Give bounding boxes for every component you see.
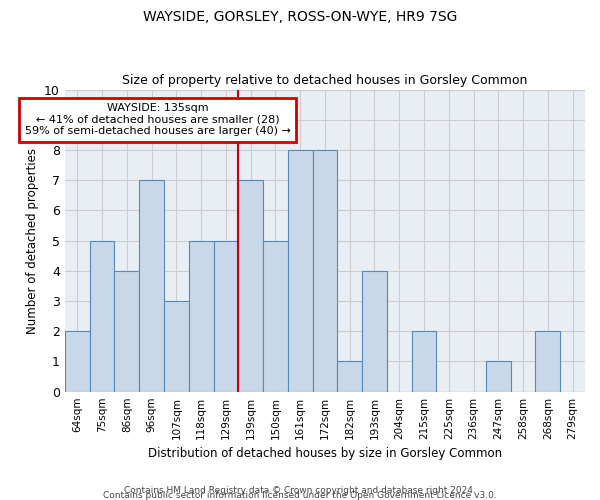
Bar bbox=[412, 332, 436, 392]
Text: WAYSIDE: 135sqm
← 41% of detached houses are smaller (28)
59% of semi-detached h: WAYSIDE: 135sqm ← 41% of detached houses… bbox=[25, 103, 291, 136]
Title: Size of property relative to detached houses in Gorsley Common: Size of property relative to detached ho… bbox=[122, 74, 527, 87]
Bar bbox=[313, 150, 337, 392]
Bar bbox=[337, 362, 362, 392]
Bar bbox=[189, 240, 214, 392]
Bar bbox=[362, 271, 387, 392]
Bar bbox=[263, 240, 288, 392]
Bar bbox=[238, 180, 263, 392]
Bar bbox=[164, 301, 189, 392]
Bar bbox=[115, 271, 139, 392]
Bar bbox=[288, 150, 313, 392]
Bar bbox=[214, 240, 238, 392]
Bar bbox=[486, 362, 511, 392]
Bar bbox=[139, 180, 164, 392]
Y-axis label: Number of detached properties: Number of detached properties bbox=[26, 148, 38, 334]
Text: WAYSIDE, GORSLEY, ROSS-ON-WYE, HR9 7SG: WAYSIDE, GORSLEY, ROSS-ON-WYE, HR9 7SG bbox=[143, 10, 457, 24]
Text: Contains HM Land Registry data © Crown copyright and database right 2024.: Contains HM Land Registry data © Crown c… bbox=[124, 486, 476, 495]
X-axis label: Distribution of detached houses by size in Gorsley Common: Distribution of detached houses by size … bbox=[148, 447, 502, 460]
Bar bbox=[89, 240, 115, 392]
Bar bbox=[65, 332, 89, 392]
Bar bbox=[535, 332, 560, 392]
Text: Contains public sector information licensed under the Open Government Licence v3: Contains public sector information licen… bbox=[103, 491, 497, 500]
